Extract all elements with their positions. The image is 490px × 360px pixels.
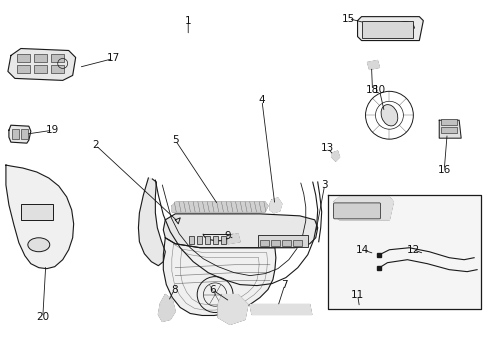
- Bar: [17, 66, 30, 73]
- Text: 9: 9: [225, 231, 231, 241]
- Ellipse shape: [28, 238, 50, 252]
- Polygon shape: [218, 294, 248, 324]
- Text: 5: 5: [172, 135, 178, 145]
- Polygon shape: [163, 214, 318, 248]
- Text: 12: 12: [407, 245, 420, 255]
- Polygon shape: [8, 49, 75, 80]
- Bar: [34, 54, 47, 62]
- Text: 16: 16: [438, 165, 451, 175]
- Bar: [34, 66, 47, 73]
- Bar: [260, 240, 269, 246]
- Text: 2: 2: [92, 140, 99, 150]
- FancyBboxPatch shape: [334, 203, 380, 219]
- Text: 8: 8: [171, 284, 177, 294]
- Text: 3: 3: [321, 180, 328, 190]
- Polygon shape: [138, 178, 165, 266]
- Text: 18: 18: [366, 85, 379, 95]
- Text: 19: 19: [46, 125, 59, 135]
- Text: 6: 6: [209, 284, 216, 294]
- Bar: [258, 235, 308, 247]
- Polygon shape: [6, 165, 73, 269]
- Bar: [282, 240, 291, 246]
- Bar: [21, 129, 28, 139]
- Text: 1: 1: [185, 15, 192, 26]
- Polygon shape: [270, 198, 282, 213]
- Polygon shape: [228, 234, 240, 244]
- Bar: [51, 66, 64, 73]
- Bar: [21, 204, 53, 220]
- Text: 13: 13: [321, 143, 334, 153]
- Bar: [441, 119, 457, 125]
- Polygon shape: [334, 197, 393, 220]
- Bar: [197, 236, 202, 244]
- Text: 4: 4: [259, 95, 265, 105]
- Bar: [189, 236, 194, 244]
- Bar: [221, 236, 226, 244]
- Text: 15: 15: [342, 14, 355, 24]
- Polygon shape: [172, 202, 268, 212]
- Text: 10: 10: [373, 85, 386, 95]
- Bar: [213, 236, 218, 244]
- Ellipse shape: [381, 105, 398, 126]
- Bar: [205, 236, 210, 244]
- Polygon shape: [439, 120, 461, 138]
- Bar: [293, 240, 302, 246]
- Polygon shape: [368, 60, 379, 69]
- Bar: [17, 54, 30, 62]
- Polygon shape: [358, 17, 423, 41]
- Polygon shape: [328, 195, 481, 310]
- Polygon shape: [9, 125, 31, 143]
- Polygon shape: [250, 305, 312, 315]
- Bar: [12, 129, 19, 139]
- Polygon shape: [158, 294, 175, 321]
- Bar: [271, 240, 280, 246]
- Text: 11: 11: [351, 289, 364, 300]
- Text: 17: 17: [107, 54, 120, 63]
- Bar: [441, 127, 457, 133]
- Bar: [362, 21, 414, 37]
- Text: 14: 14: [356, 245, 369, 255]
- Text: 7: 7: [282, 280, 288, 289]
- Polygon shape: [163, 238, 276, 315]
- Bar: [51, 54, 64, 62]
- Text: 20: 20: [36, 312, 49, 323]
- Polygon shape: [332, 151, 340, 161]
